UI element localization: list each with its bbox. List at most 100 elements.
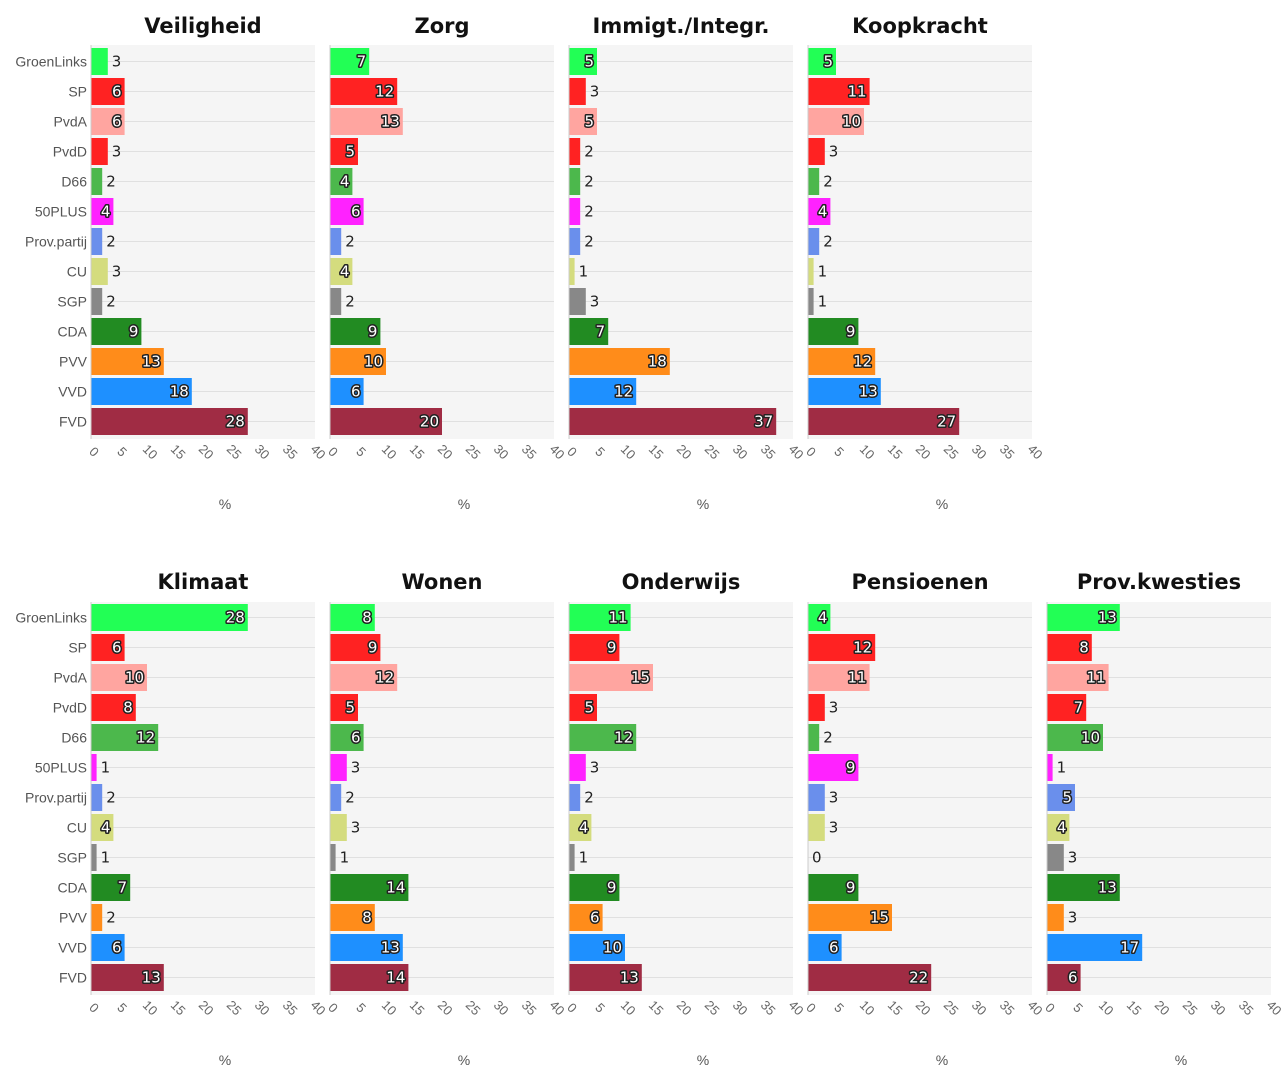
data-label: 2 [584,789,594,807]
bar [569,168,581,195]
data-label: 13 [620,969,639,987]
bar [569,108,597,135]
data-label: 9 [846,323,856,341]
data-label: 17 [1120,939,1139,957]
bar [91,664,147,691]
bar [569,348,670,375]
x-tick-label: 20 [196,441,217,462]
data-label: 22 [909,969,928,987]
bar [91,724,159,751]
category-label: SGP [57,850,87,866]
bar [569,228,581,255]
category-label: VVD [58,940,87,956]
bar [330,724,364,751]
data-label: 37 [754,413,773,431]
data-label: 5 [823,53,833,71]
x-tick-label: 10 [857,997,878,1018]
x-tick-label: 0 [803,1000,819,1016]
category-label: CU [67,264,87,280]
bar [330,318,381,345]
x-tick-label: 30 [1208,997,1229,1018]
x-tick-label: 40 [547,441,568,462]
x-tick-label: 25 [463,997,484,1018]
bar [1047,934,1143,961]
bar [330,904,375,931]
data-label: 7 [1074,699,1084,717]
bar [91,168,103,195]
bar [330,634,381,661]
data-label: 18 [648,353,667,371]
category-label: SP [68,84,87,100]
data-label: 28 [226,609,245,627]
bar [569,844,575,871]
data-label: 6 [112,639,122,657]
x-tick-label: 40 [308,997,329,1018]
x-tick-label: 40 [1264,997,1281,1018]
bar [569,694,597,721]
data-label: 6 [351,729,361,747]
x-tick-label: 25 [702,441,723,462]
data-label: 9 [607,639,617,657]
data-label: 2 [106,789,116,807]
bar [569,288,586,315]
category-label: 50PLUS [35,204,87,220]
panel-title: Wonen [402,570,483,594]
x-tick-label: 30 [491,441,512,462]
data-label: 2 [106,233,116,251]
data-label: 13 [381,939,400,957]
data-label: 6 [112,83,122,101]
bar [569,934,625,961]
bar [569,754,586,781]
x-axis-label: % [219,1052,231,1068]
data-label: 6 [351,383,361,401]
data-label: 2 [106,293,116,311]
data-label: 0 [812,849,822,867]
bar [91,258,108,285]
data-label: 18 [170,383,189,401]
x-tick-label: 0 [803,444,819,460]
x-tick-label: 15 [1124,997,1145,1018]
x-axis-label: % [458,496,470,512]
bar [330,874,409,901]
data-label: 3 [1068,849,1078,867]
data-label: 3 [112,143,122,161]
x-tick-label: 10 [140,441,161,462]
x-tick-label: 10 [140,997,161,1018]
data-label: 12 [853,639,872,657]
panel-title: Zorg [414,14,469,38]
bar [808,108,864,135]
data-label: 6 [351,203,361,221]
data-label: 5 [584,113,594,131]
x-tick-label: 0 [86,444,102,460]
data-label: 3 [829,819,839,837]
x-tick-label: 20 [674,997,695,1018]
x-tick-label: 35 [1236,997,1257,1018]
bar [569,634,620,661]
data-label: 2 [584,173,594,191]
panel-title: Onderwijs [622,570,741,594]
x-tick-label: 40 [786,441,807,462]
bar [91,198,114,225]
data-label: 8 [1079,639,1089,657]
category-label: VVD [58,384,87,400]
data-label: 2 [584,233,594,251]
bar [808,694,825,721]
data-label: 3 [112,53,122,71]
bar [569,724,637,751]
x-tick-label: 25 [1180,997,1201,1018]
bar [808,784,825,811]
data-label: 1 [101,849,111,867]
data-label: 5 [584,53,594,71]
bar [91,814,114,841]
bar [569,198,581,225]
panel-title: Koopkracht [852,14,988,38]
bar [569,408,777,435]
category-label: SP [68,640,87,656]
x-tick-label: 0 [564,1000,580,1016]
bar [569,904,603,931]
data-label: 15 [870,909,889,927]
data-label: 3 [590,83,600,101]
